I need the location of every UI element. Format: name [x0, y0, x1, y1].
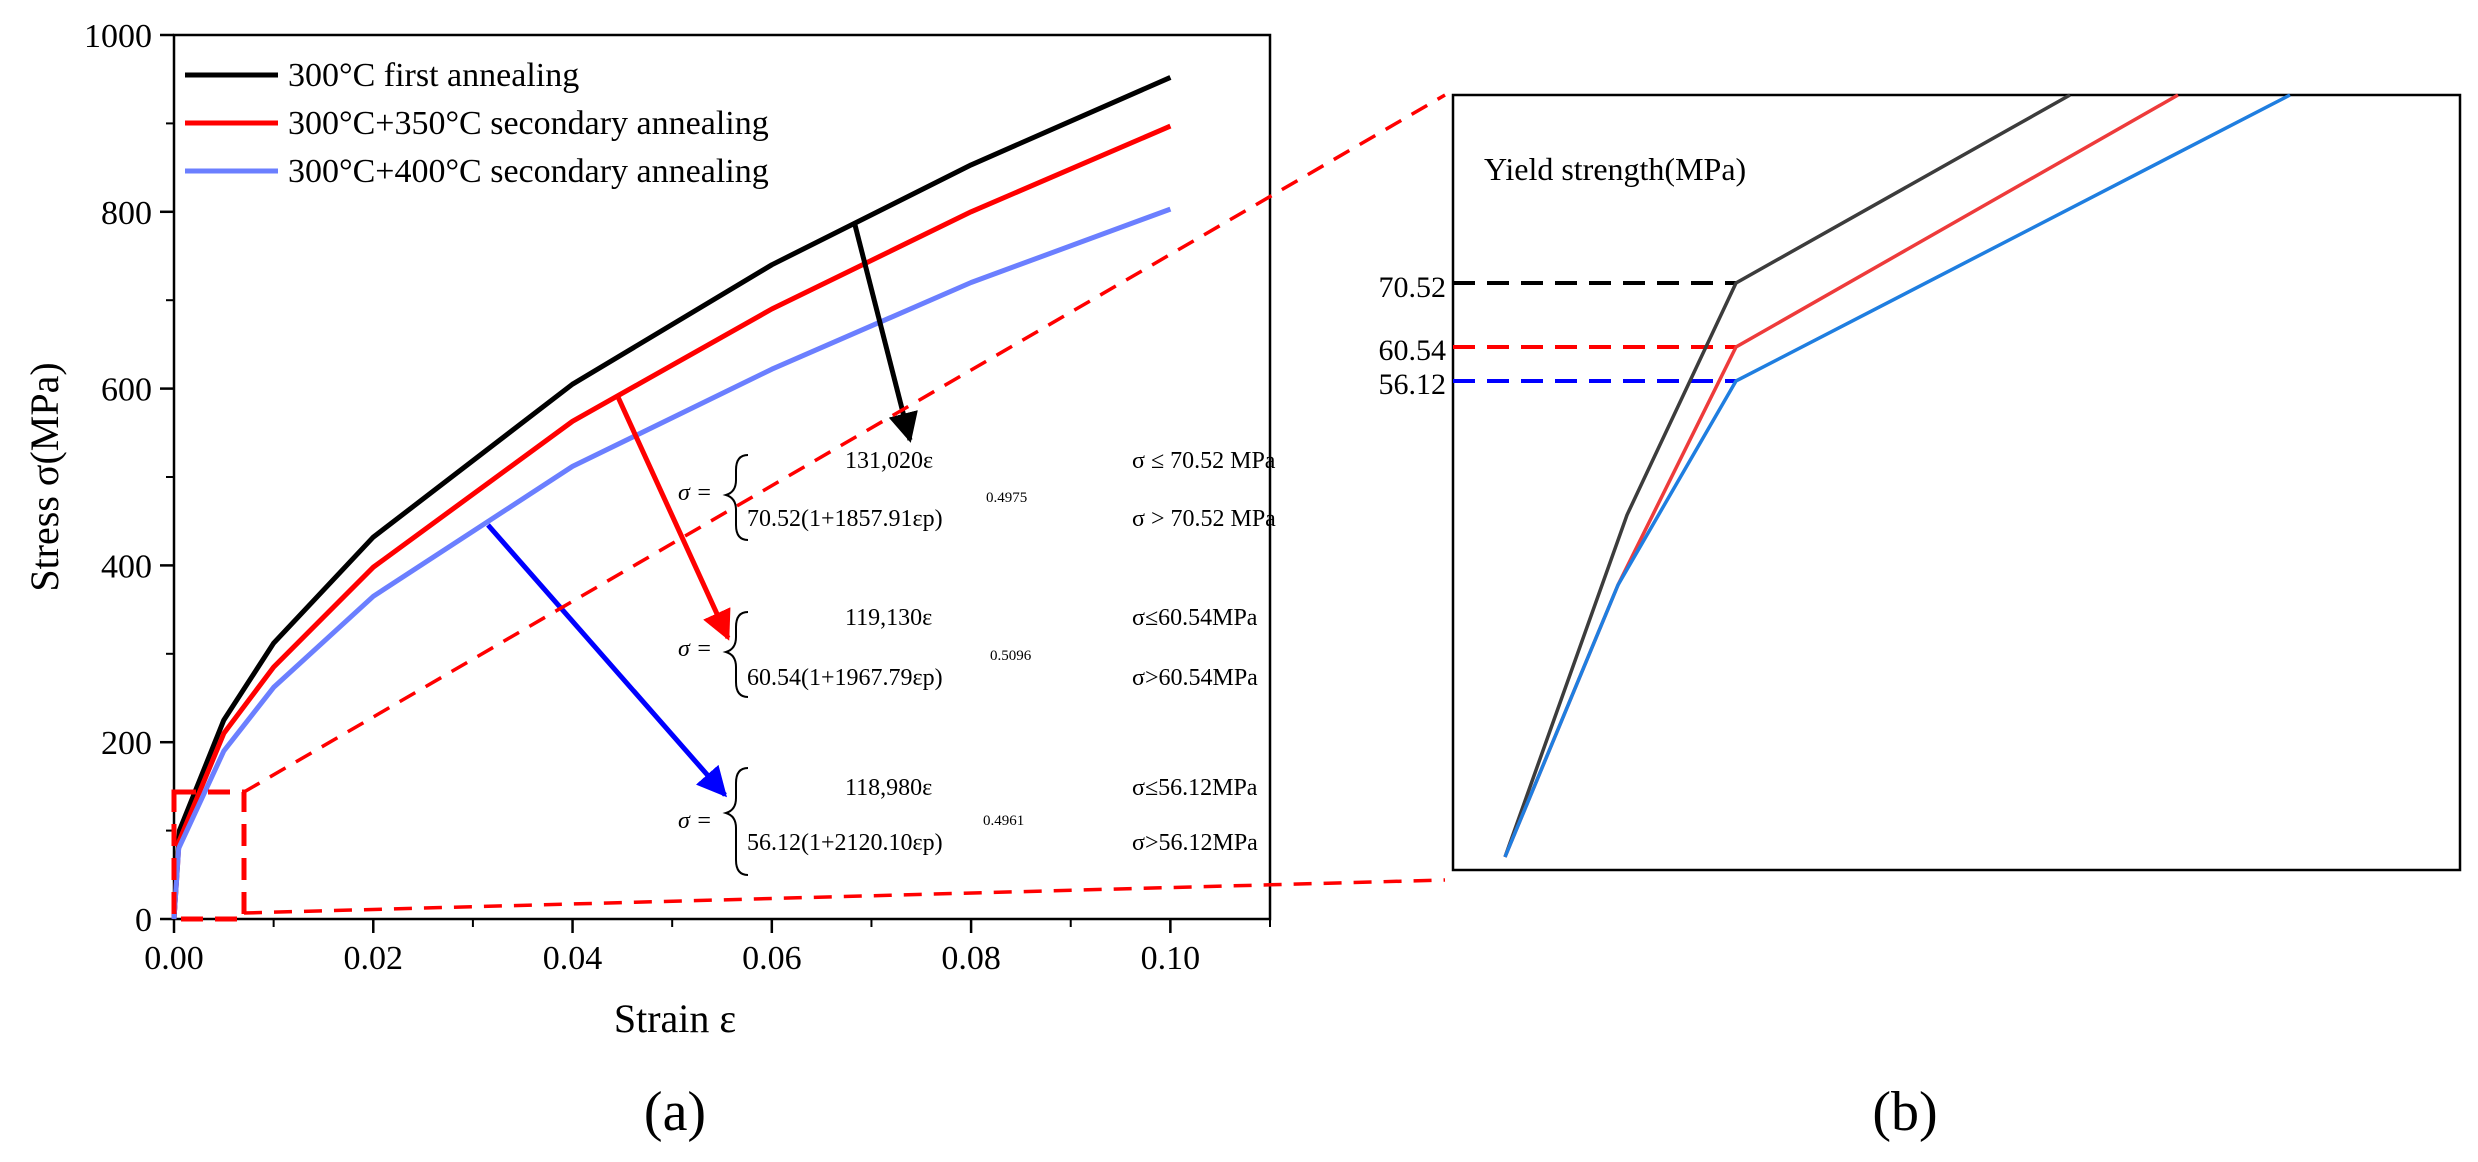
zoom-title: Yield strength(MPa) [1484, 151, 1746, 187]
equation-black: σ = 131,020ε σ ≤ 70.52 MPa 70.52(1+1857.… [678, 448, 1276, 541]
zoom-line-red [1503, 93, 2179, 858]
eq2-cond2: σ>60.54MPa [1132, 665, 1258, 691]
x-tick-label-2: 0.04 [543, 940, 603, 977]
eq3-cond2: σ>56.12MPa [1132, 830, 1258, 856]
legend-label-black: 300°C first annealing [288, 57, 579, 94]
zoom-line-blue [1503, 93, 2291, 858]
y-tick-label-0: 0 [135, 902, 152, 939]
yield-label-red: 60.54 [1379, 334, 1447, 367]
eq1-line2: 70.52(1+1857.91εp) [747, 506, 943, 532]
zoom-line-black [1503, 93, 2071, 858]
eq2-lhs: σ = [678, 636, 712, 662]
x-tick-label-0: 0.00 [144, 940, 204, 977]
y-tick-label-3: 600 [101, 372, 152, 409]
x-tick-label-5: 0.10 [1141, 940, 1201, 977]
x-tick-label-1: 0.02 [344, 940, 404, 977]
y-tick-label-5: 1000 [84, 18, 152, 55]
series-line-1 [171, 123, 1172, 920]
eq1-cond1: σ ≤ 70.52 MPa [1132, 448, 1276, 474]
zoom-connector-top [243, 93, 1446, 794]
y-axis-label: Stress σ(MPa) [22, 362, 67, 591]
zoom-box [171, 789, 247, 922]
eq2-line1: 119,130ε [845, 605, 932, 631]
eq3-lhs: σ = [678, 808, 712, 834]
legend: 300°C first annealing 300°C+350°C second… [185, 57, 769, 190]
panel-label-b: (b) [1872, 1081, 1937, 1143]
yield-label-black: 70.52 [1379, 271, 1447, 304]
eq3-brace [722, 767, 749, 876]
eq1-line1: 131,020ε [845, 448, 933, 474]
series-line-2 [171, 206, 1172, 920]
eq2-cond1: σ≤60.54MPa [1132, 605, 1258, 631]
x-tick-label-3: 0.06 [742, 940, 802, 977]
x-tick-label-4: 0.08 [941, 940, 1001, 977]
eq2-brace [722, 611, 749, 698]
panel-b-zoom-chart: Yield strength(MPa) 70.52 60.54 56.12 (b… [1379, 93, 2462, 1143]
equation-red: σ = 119,130ε σ≤60.54MPa 60.54(1+1967.79ε… [678, 605, 1258, 698]
eq1-cond2: σ > 70.52 MPa [1132, 506, 1276, 532]
eq2-line2: 60.54(1+1967.79εp) [747, 665, 943, 691]
eq3-exponent: 0.4961 [983, 813, 1024, 829]
panel-label-a: (a) [644, 1081, 706, 1143]
plot-frame-b [1451, 93, 2462, 872]
eq1-exponent: 0.4975 [986, 490, 1027, 506]
eq1-lhs: σ = [678, 480, 712, 506]
y-tick-label-1: 200 [101, 725, 152, 762]
eq1-brace [722, 454, 749, 541]
arrow-red [615, 395, 731, 641]
y-tick-label-2: 400 [101, 548, 152, 585]
zoom-connector-bottom [243, 878, 1446, 915]
legend-label-blue: 300°C+400°C secondary annealing [288, 153, 769, 190]
legend-label-red: 300°C+350°C secondary annealing [288, 105, 769, 142]
arrow-blue [486, 523, 727, 798]
x-axis-label: Strain ε [614, 996, 736, 1041]
yield-label-blue: 56.12 [1379, 368, 1447, 401]
panel-a-stress-strain-chart: 0.00 0.02 0.04 0.06 0.08 0.10 0 200 400 600 800 100… [22, 18, 1446, 1143]
eq3-line1: 118,980ε [845, 775, 932, 801]
arrow-black [852, 224, 918, 443]
eq3-line2: 56.12(1+2120.10εp) [747, 830, 943, 856]
eq2-exponent: 0.5096 [990, 648, 1032, 664]
eq3-cond1: σ≤56.12MPa [1132, 775, 1258, 801]
equation-blue: σ = 118,980ε σ≤56.12MPa 56.12(1+2120.10ε… [678, 767, 1258, 876]
axis-ticks-a: 0.00 0.02 0.04 0.06 0.08 0.10 0 200 400 600 800 100… [84, 18, 1271, 977]
y-tick-label-4: 800 [101, 195, 152, 232]
